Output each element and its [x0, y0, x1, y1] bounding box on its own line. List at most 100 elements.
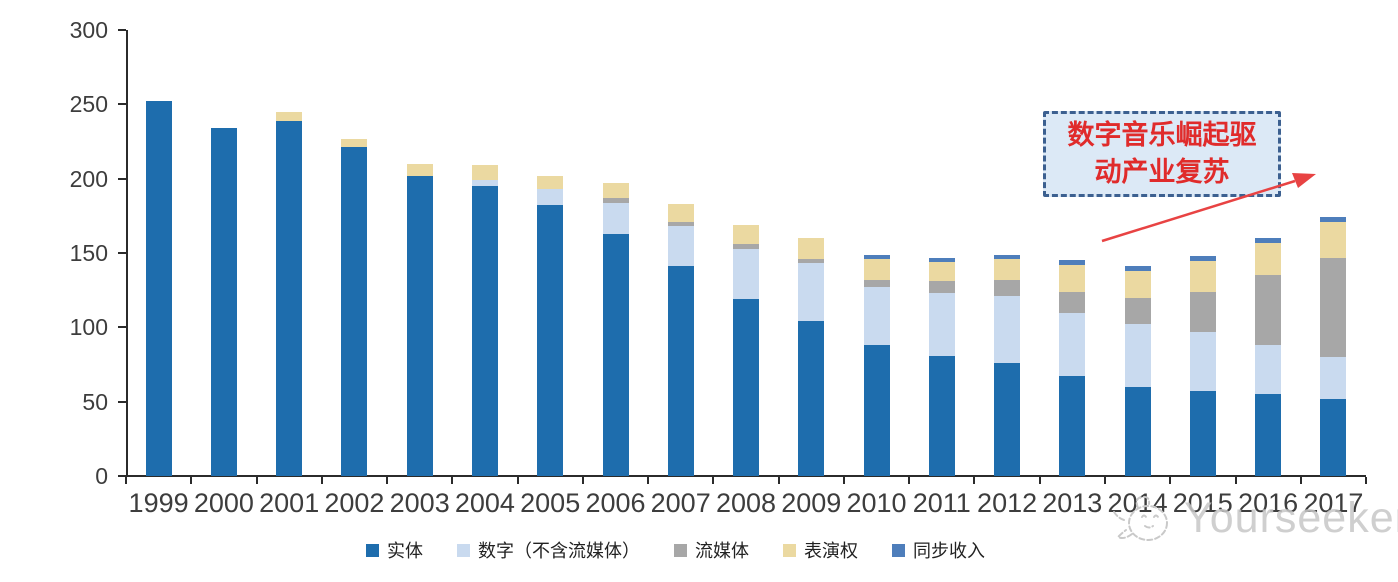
x-tick-label: 2015: [1172, 488, 1233, 518]
bar-segment-同步收入: [1189, 256, 1216, 261]
bar-segment-实体: [537, 205, 564, 476]
x-tick-mark: [647, 477, 650, 484]
x-tick-mark: [842, 477, 845, 484]
bar-segment-同步收入: [994, 254, 1021, 259]
annotation-text-line1: 数字音乐崛起驱: [1067, 120, 1257, 151]
bar-segment-实体: [210, 128, 237, 476]
x-tick-mark: [1038, 477, 1041, 484]
bar-segment-流媒体: [798, 258, 825, 264]
y-tick-mark: [118, 252, 126, 254]
y-tick-mark: [118, 400, 126, 403]
x-tick-label: 2016: [1238, 488, 1299, 518]
bar-2015: [1189, 256, 1216, 476]
y-tick-label: 150: [69, 240, 108, 266]
x-tick-label: 2005: [520, 488, 581, 518]
x-tick-label: 2012: [977, 488, 1038, 518]
bar-segment-实体: [928, 355, 955, 476]
bar-segment-表演权: [1124, 270, 1151, 298]
bar-segment-流媒体: [1189, 291, 1216, 332]
bar-segment-表演权: [1320, 221, 1347, 258]
chart-legend: 实体 数字（不含流媒体） 流媒体 表演权 同步收入: [366, 537, 985, 563]
bar-2001: [276, 111, 303, 476]
x-axis-line: [126, 475, 1366, 477]
bar-2007: [667, 204, 694, 476]
bar-segment-表演权: [863, 259, 890, 280]
bar-segment-数字（不含流媒体）: [471, 180, 498, 187]
bar-segment-数字（不含流媒体）: [798, 263, 825, 322]
y-tick-mark: [118, 475, 126, 477]
x-tick-label: 2001: [259, 488, 320, 518]
bar-2009: [798, 238, 825, 476]
bar-segment-数字（不含流媒体）: [667, 226, 694, 267]
legend-item-同步收入: 同步收入: [892, 537, 985, 563]
bar-segment-数字（不含流媒体）: [928, 293, 955, 356]
bar-segment-数字（不含流媒体）: [1059, 312, 1086, 377]
bar-2008: [733, 224, 759, 476]
bar-segment-数字（不含流媒体）: [733, 248, 759, 300]
annotation-callout-box: 数字音乐崛起驱 动产业复苏: [1043, 111, 1281, 197]
bar-segment-流媒体: [667, 221, 694, 227]
bar-2005: [537, 175, 564, 476]
x-tick-mark: [255, 477, 258, 484]
bar-segment-数字（不含流媒体）: [863, 287, 890, 346]
legend-swatch-icon: [457, 543, 470, 557]
bar-2003: [406, 163, 433, 476]
bar-2000: [210, 128, 237, 476]
legend-item-实体: 实体: [366, 537, 423, 563]
bar-2002: [341, 138, 368, 476]
legend-item-数字（不含流媒体）: 数字（不含流媒体）: [457, 537, 640, 563]
bar-segment-实体: [602, 233, 629, 476]
x-tick-label: 2004: [454, 488, 515, 518]
bar-segment-表演权: [1059, 264, 1086, 292]
bar-segment-实体: [798, 321, 825, 476]
x-tick-label: 2003: [389, 488, 450, 518]
x-tick-label: 2000: [193, 488, 254, 518]
x-tick-label: 1999: [128, 488, 189, 518]
bar-2016: [1255, 238, 1282, 476]
bar-segment-实体: [341, 147, 368, 476]
bar-segment-数字（不含流媒体）: [1189, 331, 1216, 392]
bar-segment-同步收入: [863, 254, 890, 260]
x-tick-mark: [1234, 477, 1237, 484]
x-tick-label: 2017: [1303, 488, 1364, 518]
bar-segment-实体: [1320, 398, 1347, 476]
bar-segment-数字（不含流媒体）: [537, 189, 564, 206]
bar-segment-表演权: [276, 111, 303, 121]
x-tick-mark: [1169, 477, 1172, 484]
bar-segment-流媒体: [994, 279, 1021, 297]
x-tick-mark: [1103, 477, 1106, 484]
bar-segment-数字（不含流媒体）: [1124, 324, 1151, 387]
bar-segment-流媒体: [1320, 257, 1347, 358]
bar-segment-实体: [471, 186, 498, 476]
bar-segment-实体: [863, 345, 890, 476]
legend-swatch-icon: [892, 543, 905, 557]
bar-segment-表演权: [1255, 242, 1282, 276]
bar-segment-表演权: [928, 262, 955, 282]
x-tick-label: 2010: [846, 488, 907, 518]
bar-segment-流媒体: [1255, 275, 1282, 346]
x-tick-mark: [908, 477, 911, 484]
bar-segment-流媒体: [1124, 297, 1151, 325]
bar-segment-流媒体: [602, 198, 629, 203]
x-tick-mark: [1299, 477, 1302, 484]
x-tick-mark: [777, 477, 780, 484]
bar-segment-表演权: [341, 138, 368, 148]
bar-segment-表演权: [994, 259, 1021, 280]
y-tick-mark: [118, 177, 126, 180]
bar-1999: [145, 101, 172, 476]
legend-label: 实体: [387, 541, 423, 562]
y-tick-label: 100: [69, 314, 108, 341]
bar-segment-流媒体: [733, 244, 759, 249]
bar-segment-数字（不含流媒体）: [1255, 345, 1282, 395]
x-tick-mark: [973, 477, 976, 484]
x-tick-label: 2008: [715, 488, 777, 518]
x-tick-mark: [712, 477, 715, 484]
bar-segment-实体: [667, 266, 694, 476]
y-axis-line: [126, 30, 128, 477]
legend-label: 同步收入: [913, 541, 985, 562]
bar-segment-表演权: [667, 204, 694, 222]
bar-2011: [928, 257, 955, 476]
bar-2006: [602, 183, 629, 476]
x-tick-mark: [581, 477, 584, 484]
bar-segment-同步收入: [1124, 266, 1151, 271]
